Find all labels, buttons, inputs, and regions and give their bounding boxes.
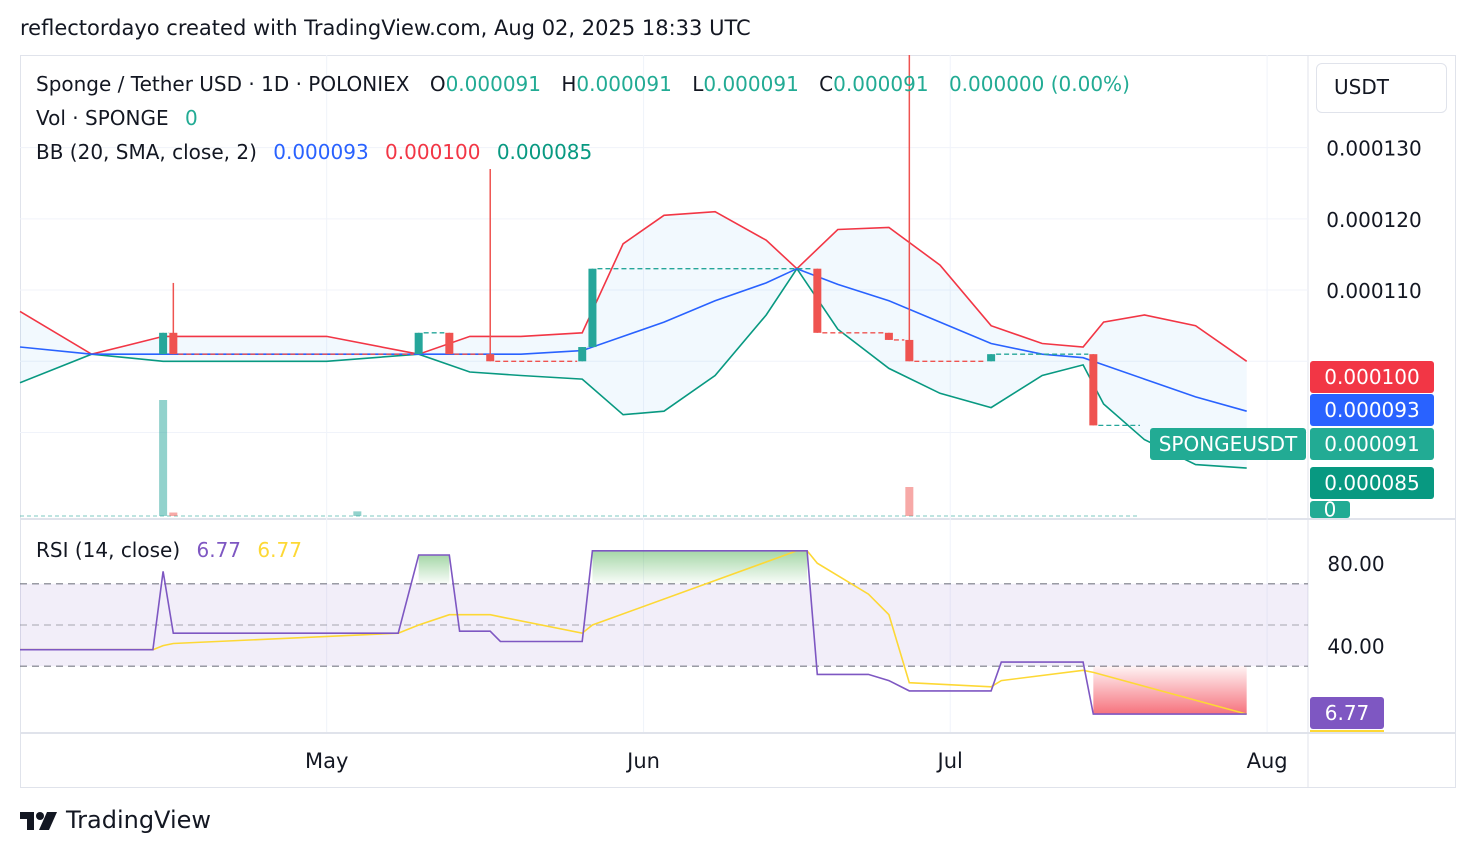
candle-body[interactable] bbox=[905, 339, 914, 362]
time-axis-label: May bbox=[305, 749, 348, 773]
bb-basis-value: 0.000093 bbox=[273, 140, 369, 164]
candle-body[interactable] bbox=[445, 332, 454, 355]
rsi-value: 6.77 bbox=[196, 538, 242, 562]
ohlc-legend: Sponge / Tether USD · 1D · POLONIEX O0.0… bbox=[36, 72, 1130, 96]
volume-bar[interactable] bbox=[353, 511, 362, 516]
bb-label: BB (20, SMA, close, 2) bbox=[36, 140, 257, 164]
price-axis-tick: 0.000120 bbox=[1326, 208, 1421, 232]
bb-upper-badge-text: 0.000100 bbox=[1324, 365, 1419, 389]
bb-lower-value: 0.000085 bbox=[496, 140, 593, 164]
symbol-tag-badge bbox=[1150, 428, 1306, 460]
open-value: 0.000091 bbox=[445, 72, 542, 96]
candle-body[interactable] bbox=[813, 268, 822, 333]
rsi-oversold-fill bbox=[1093, 666, 1247, 715]
brand-name: TradingView bbox=[66, 806, 212, 834]
bb-upper-value: 0.000100 bbox=[385, 140, 481, 164]
candle-body[interactable] bbox=[414, 332, 423, 355]
currency-unit-button[interactable]: USDT bbox=[1316, 63, 1447, 113]
bb-lower-line[interactable] bbox=[19, 267, 1247, 469]
high-label: H bbox=[561, 72, 577, 96]
last-price-badge bbox=[1310, 428, 1434, 460]
volume-badge-text: 0 bbox=[1324, 498, 1337, 522]
rsi-value-badge bbox=[1310, 697, 1384, 729]
open-label: O bbox=[429, 72, 446, 96]
candle-body[interactable] bbox=[588, 268, 597, 348]
volume-bar[interactable] bbox=[159, 400, 168, 516]
bb-upper-line[interactable] bbox=[19, 210, 1248, 362]
brand-footer: TradingView bbox=[20, 806, 211, 834]
candle-body[interactable] bbox=[884, 332, 893, 340]
candle-body[interactable] bbox=[159, 332, 168, 355]
time-axis-label: Jun bbox=[625, 749, 660, 773]
bb-lower-badge-text: 0.000085 bbox=[1324, 471, 1419, 495]
change-value: 0.000000 (0.00%) bbox=[948, 72, 1130, 96]
price-axis-tick: 0.000110 bbox=[1326, 279, 1421, 303]
volume-bar[interactable] bbox=[169, 512, 178, 516]
chart-credit: reflectordayo created with TradingView.c… bbox=[20, 16, 751, 40]
rsi-value-badge-text: 6.77 bbox=[1325, 701, 1370, 725]
rsi-line[interactable] bbox=[20, 550, 1247, 715]
close-value: 0.000091 bbox=[833, 72, 929, 96]
rsi-ma-value: 6.77 bbox=[257, 538, 302, 562]
candle-body[interactable] bbox=[486, 354, 495, 362]
bb-legend[interactable]: BB (20, SMA, close, 2) 0.000093 0.000100… bbox=[36, 140, 592, 164]
volume-value: 0 bbox=[184, 106, 198, 130]
price-axis-tick: 0.000130 bbox=[1326, 137, 1421, 161]
last-price-badge-text: 0.000091 bbox=[1324, 432, 1419, 456]
chart-frame bbox=[20, 55, 1456, 788]
bb-basis-line[interactable] bbox=[19, 267, 1247, 412]
candle-body[interactable] bbox=[169, 332, 178, 355]
volume-bar[interactable] bbox=[905, 487, 914, 516]
rsi-overbought-fill bbox=[592, 550, 808, 584]
symbol-title[interactable]: Sponge / Tether USD · 1D · POLONIEX bbox=[36, 72, 410, 96]
candle-body[interactable] bbox=[578, 347, 587, 362]
rsi-axis-tick: 80.00 bbox=[1327, 552, 1384, 576]
rsi-overbought-fill bbox=[418, 554, 450, 584]
bb-upper-badge bbox=[1310, 361, 1434, 393]
bb-band-fill bbox=[20, 211, 1247, 469]
high-value: 0.000091 bbox=[576, 72, 672, 96]
volume-legend[interactable]: Vol · SPONGE 0 bbox=[36, 106, 198, 130]
rsi-ma-line[interactable] bbox=[20, 550, 1247, 715]
candle-body[interactable] bbox=[987, 354, 996, 362]
low-label: L bbox=[692, 72, 704, 96]
rsi-label: RSI (14, close) bbox=[36, 538, 181, 562]
bb-lower-badge bbox=[1310, 467, 1434, 499]
time-axis-label: Jul bbox=[936, 749, 963, 773]
rsi-axis-tick: 40.00 bbox=[1327, 635, 1384, 659]
bb-basis-badge bbox=[1310, 394, 1434, 426]
candle-body[interactable] bbox=[1089, 354, 1098, 426]
close-label: C bbox=[819, 72, 834, 96]
low-value: 0.000091 bbox=[703, 72, 799, 96]
rsi-ma-badge bbox=[1310, 730, 1384, 732]
time-axis-label: Aug bbox=[1247, 749, 1288, 773]
tradingview-logo-icon bbox=[20, 812, 57, 830]
bb-basis-badge-text: 0.000093 bbox=[1324, 398, 1419, 422]
rsi-legend[interactable]: RSI (14, close) 6.77 6.77 bbox=[36, 538, 302, 562]
volume-badge bbox=[1310, 501, 1350, 518]
symbol-tag-badge-text: SPONGEUSDT bbox=[1159, 432, 1298, 456]
volume-label: Vol · SPONGE bbox=[36, 106, 169, 130]
